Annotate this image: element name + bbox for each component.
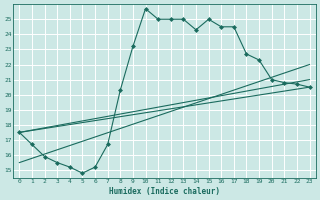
X-axis label: Humidex (Indice chaleur): Humidex (Indice chaleur) (109, 187, 220, 196)
